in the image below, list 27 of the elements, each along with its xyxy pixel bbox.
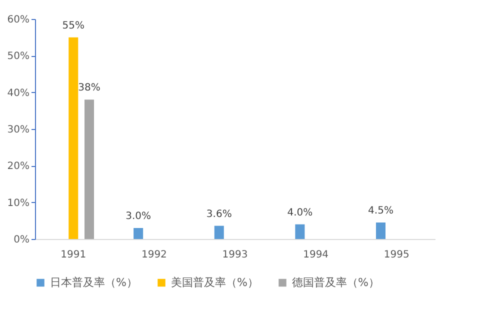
x-tick-label: 1994 [303,250,329,260]
bar [134,228,144,239]
legend-label: 美国普及率（%） [171,276,258,289]
data-label: 3.6% [206,208,232,220]
x-tick-label: 1992 [141,250,167,260]
y-tick-label: 60% [7,14,30,26]
y-tick-label: 0% [14,234,30,246]
data-label: 4.0% [287,207,313,218]
x-tick-label: 1991 [60,250,86,260]
y-tick-label: 20% [7,161,30,172]
bar [214,226,224,239]
y-tick-label: 40% [7,88,30,99]
data-label: 4.5% [368,206,394,216]
y-tick-label: 30% [7,124,30,136]
x-tick-label: 1995 [384,250,410,260]
data-label: 38% [78,82,100,94]
legend-label: 日本普及率（%） [50,276,138,289]
x-tick-label: 1993 [222,250,248,260]
y-tick-label: 10% [7,198,30,209]
bar [295,224,305,239]
legend-label: 德国普及率（%） [292,276,380,289]
data-label: 55% [62,20,84,32]
y-tick-label: 50% [7,51,30,62]
bar [68,37,78,239]
bar [376,222,386,239]
bar [84,100,94,239]
data-label: 3.0% [126,211,152,222]
